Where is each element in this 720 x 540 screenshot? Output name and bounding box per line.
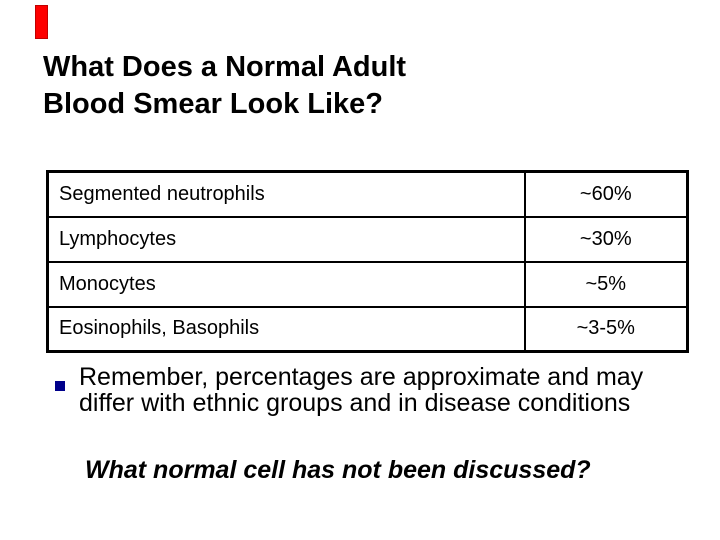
table-row: Segmented neutrophils ~60% (46, 170, 689, 218)
title-line-2: Blood Smear Look Like? (43, 88, 383, 120)
bullet-text: Remember, percentages are approximate an… (79, 363, 644, 417)
blood-count-table: Segmented neutrophils ~60% Lymphocytes ~… (46, 170, 689, 353)
bullet-item: Remember, percentages are approximate an… (55, 364, 680, 416)
cell-value: ~30% (523, 215, 689, 263)
cell-label: Monocytes (46, 260, 526, 308)
question-text: What normal cell has not been discussed? (85, 456, 591, 484)
page-title: What Does a Normal Adult Blood Smear Loo… (43, 49, 406, 123)
cell-label: Lymphocytes (46, 215, 526, 263)
cell-label: Eosinophils, Basophils (46, 305, 526, 353)
square-bullet-icon (55, 381, 65, 391)
table-row: Lymphocytes ~30% (46, 215, 689, 263)
cell-value: ~3-5% (523, 305, 689, 353)
cell-value: ~5% (523, 260, 689, 308)
table-row: Monocytes ~5% (46, 260, 689, 308)
cell-label: Segmented neutrophils (46, 170, 526, 218)
title-line-1: What Does a Normal Adult (43, 51, 407, 83)
table-row: Eosinophils, Basophils ~3-5% (46, 305, 689, 353)
red-accent-bar (35, 5, 48, 39)
cell-value: ~60% (523, 170, 689, 218)
